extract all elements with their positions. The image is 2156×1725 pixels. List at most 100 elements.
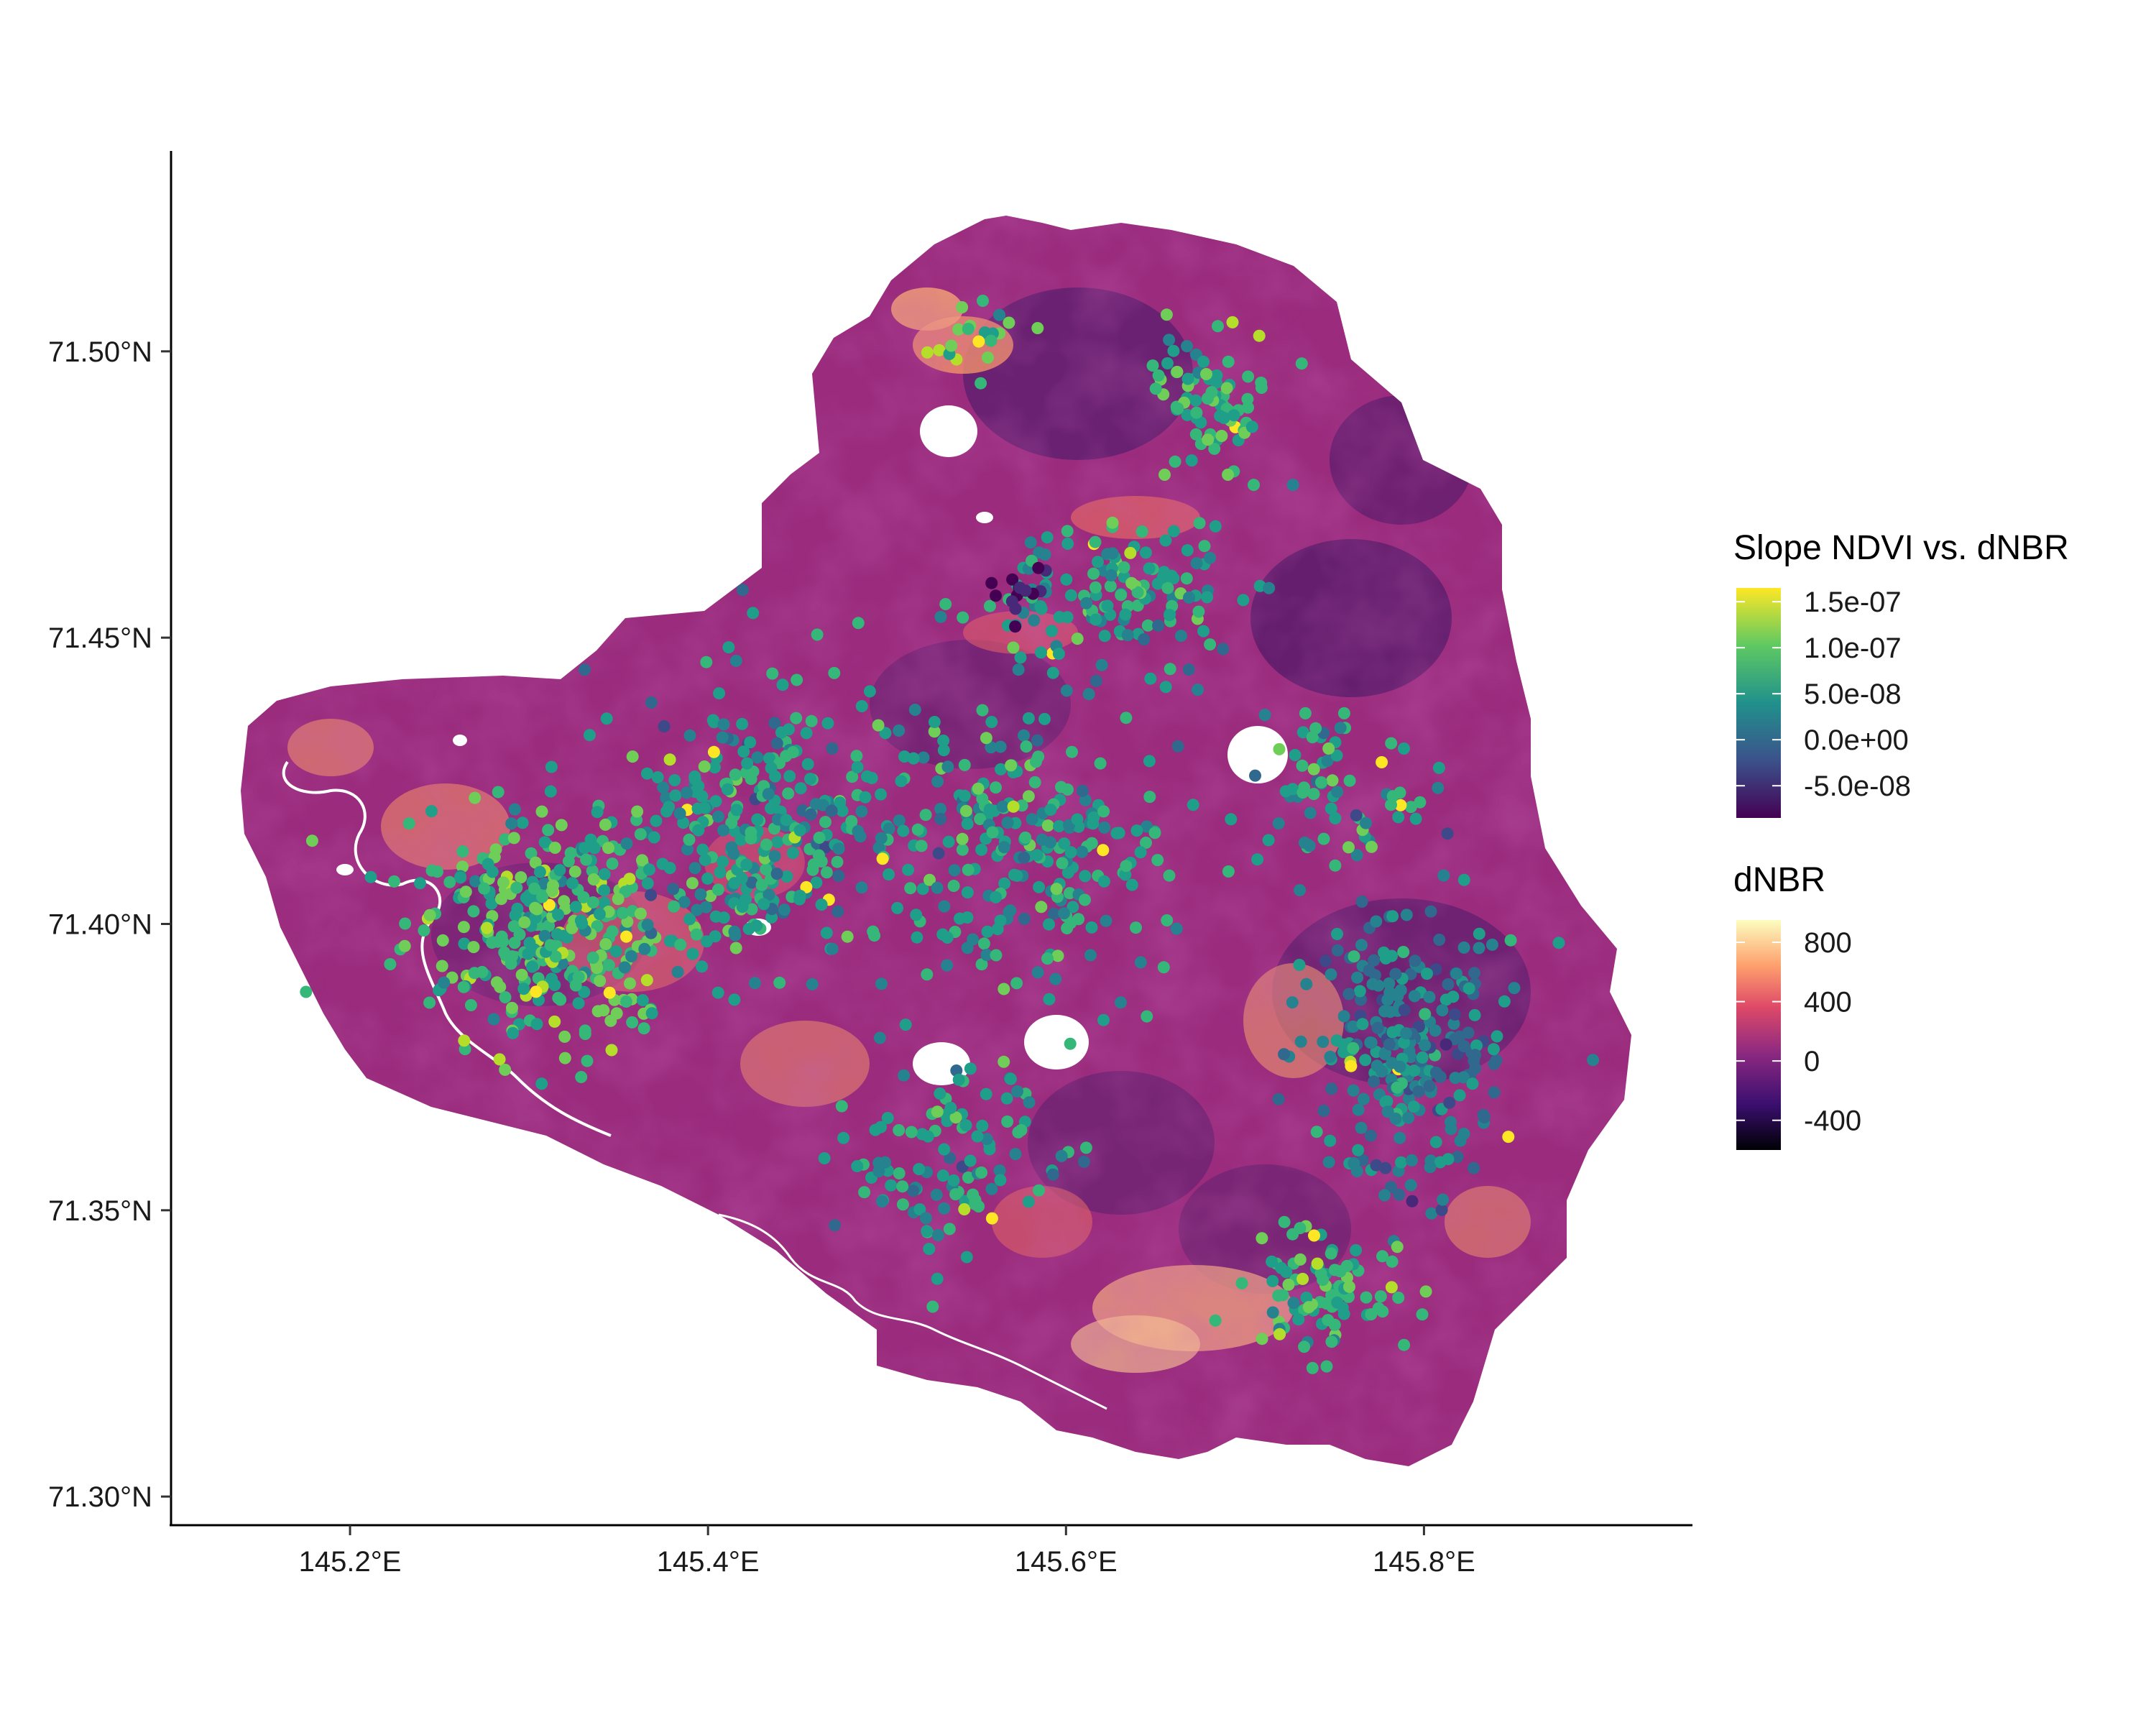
slope-point xyxy=(1587,1054,1600,1067)
slope-point xyxy=(913,1163,926,1176)
slope-point xyxy=(998,1055,1010,1068)
slope-point xyxy=(1392,811,1405,824)
slope-point xyxy=(1237,594,1250,607)
slope-point xyxy=(1061,866,1074,879)
slope-point xyxy=(1294,1035,1307,1048)
slope-point xyxy=(1139,546,1152,559)
slope-point xyxy=(762,788,775,801)
slope-point xyxy=(1180,572,1193,585)
slope-point xyxy=(709,795,722,808)
slope-point xyxy=(1299,707,1312,719)
slope-point xyxy=(1424,905,1437,918)
slope-point xyxy=(745,903,758,916)
slope-point xyxy=(938,1143,951,1156)
slope-point xyxy=(975,377,987,390)
slope-point xyxy=(961,886,974,899)
slope-point xyxy=(606,925,619,938)
slope-point xyxy=(1256,1232,1268,1245)
slope-point xyxy=(1046,666,1059,679)
slope-point xyxy=(431,865,443,878)
slope-point xyxy=(1398,1003,1411,1016)
slope-point xyxy=(941,932,954,944)
slope-point xyxy=(443,875,456,888)
slope-point xyxy=(1391,990,1404,1003)
slope-point xyxy=(696,960,709,973)
slope-point xyxy=(1470,1039,1483,1052)
slope-point xyxy=(1217,643,1230,656)
slope-point xyxy=(770,868,783,880)
slope-point xyxy=(497,876,510,889)
slope-point xyxy=(872,719,885,732)
slope-point xyxy=(962,863,975,876)
slope-point xyxy=(1263,581,1276,594)
slope-point xyxy=(643,863,655,876)
slope-point xyxy=(944,1101,957,1114)
slope-point xyxy=(458,937,471,950)
slope-point xyxy=(1119,608,1132,621)
slope-point xyxy=(636,994,649,1007)
slope-point xyxy=(923,873,936,886)
slope-point xyxy=(538,836,551,849)
slope-point xyxy=(681,843,694,856)
slope-point xyxy=(1360,1291,1373,1304)
slope-point xyxy=(1046,1168,1059,1181)
slope-point xyxy=(1007,641,1020,654)
slope-point xyxy=(709,930,722,943)
slope-point xyxy=(1491,1030,1503,1043)
slope-point xyxy=(760,863,773,876)
slope-point xyxy=(623,873,636,886)
slope-point xyxy=(634,828,647,841)
slope-point xyxy=(1171,402,1184,415)
slope-point xyxy=(1141,619,1154,632)
slope-point xyxy=(588,842,601,855)
slope-point xyxy=(1334,722,1347,735)
slope-point xyxy=(529,856,542,869)
slope-point xyxy=(1035,901,1048,914)
slope-point xyxy=(579,842,591,855)
slope-point xyxy=(1389,1113,1402,1125)
slope-point xyxy=(1143,562,1156,575)
slope-point xyxy=(1245,420,1258,433)
slope-point xyxy=(584,729,596,742)
slope-point xyxy=(809,798,822,811)
slope-point xyxy=(1294,1222,1307,1235)
slope-point xyxy=(980,949,993,961)
slope-point xyxy=(911,823,924,836)
slope-point xyxy=(1385,1281,1398,1294)
slope-point xyxy=(1397,946,1410,958)
slope-point xyxy=(1189,394,1202,407)
slope-point xyxy=(790,712,803,724)
slope-point xyxy=(964,1154,977,1167)
slope-point xyxy=(831,905,844,918)
slope-point xyxy=(525,847,538,860)
slope-point xyxy=(1097,844,1110,857)
legend-tick-label: 0.0e+00 xyxy=(1804,724,1909,756)
slope-point xyxy=(952,323,965,336)
slope-point xyxy=(873,1031,886,1044)
slope-point xyxy=(972,782,985,795)
slope-point xyxy=(638,942,651,955)
slope-point xyxy=(1043,918,1055,931)
slope-point xyxy=(1386,910,1399,923)
slope-point xyxy=(545,760,558,773)
slope-point xyxy=(1325,968,1337,981)
slope-point xyxy=(717,718,730,731)
slope-point xyxy=(598,884,611,897)
slope-point xyxy=(969,1197,982,1210)
slope-point xyxy=(747,607,760,620)
slope-point xyxy=(1289,749,1302,761)
slope-point xyxy=(1368,1075,1381,1088)
slope-point xyxy=(1048,907,1060,920)
slope-point xyxy=(1197,355,1210,368)
slope-point xyxy=(399,917,412,930)
slope-point xyxy=(1009,620,1022,633)
slope-point xyxy=(1385,1181,1398,1193)
slope-point xyxy=(1076,845,1089,858)
slope-point xyxy=(486,937,499,949)
slope-point xyxy=(482,857,494,870)
slope-point xyxy=(1286,479,1299,492)
slope-point xyxy=(625,950,638,962)
slope-point xyxy=(1018,912,1031,925)
slope-point xyxy=(1498,995,1511,1008)
slope-point xyxy=(1320,1297,1332,1310)
